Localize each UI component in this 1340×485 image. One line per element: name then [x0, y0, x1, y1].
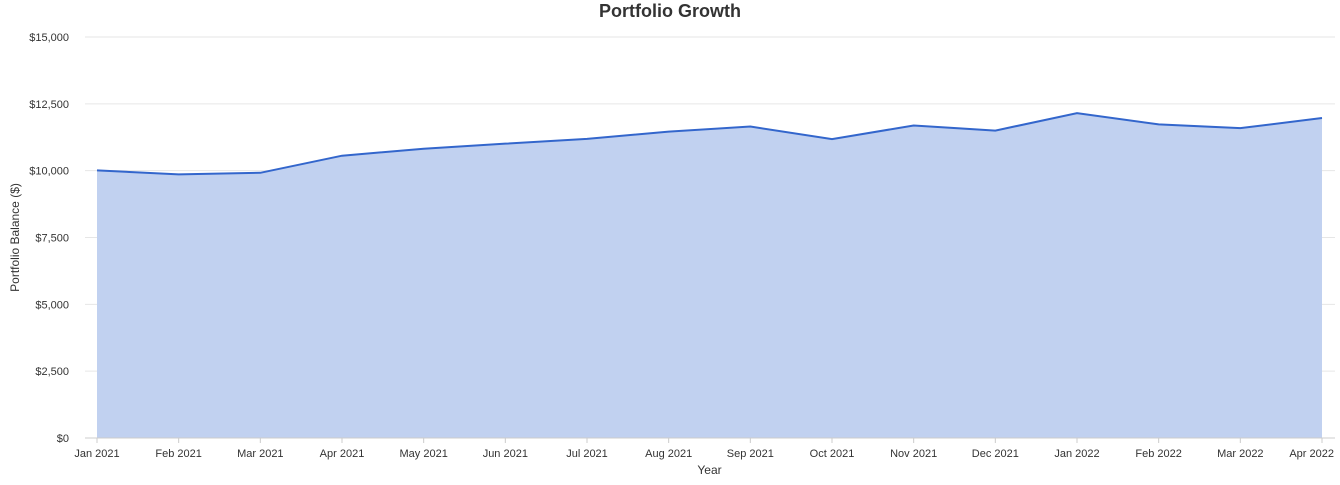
y-tick-label: $7,500 — [35, 233, 69, 245]
y-axis-label: Portfolio Balance ($) — [8, 183, 22, 292]
area-fill — [97, 113, 1322, 438]
x-tick-label: Mar 2021 — [237, 448, 283, 460]
x-tick-label: Oct 2021 — [810, 448, 855, 460]
y-tick-label: $0 — [57, 433, 69, 445]
x-tick-label: Apr 2021 — [320, 448, 365, 460]
x-tick-label: Sep 2021 — [727, 448, 774, 460]
x-tick-label: Mar 2022 — [1217, 448, 1263, 460]
y-tick-label: $15,000 — [29, 32, 69, 44]
x-tick-label: Aug 2021 — [645, 448, 692, 460]
x-tick-label: Jan 2021 — [74, 448, 119, 460]
y-tick-label: $10,000 — [29, 166, 69, 178]
x-tick-label: Feb 2021 — [155, 448, 201, 460]
x-tick-label: Jan 2022 — [1054, 448, 1099, 460]
x-axis-ticks: Jan 2021 Feb 2021 Mar 2021 Apr 2021 May 2021… — [74, 438, 1334, 460]
chart-title: Portfolio Growth — [599, 1, 741, 21]
y-tick-label: $2,500 — [35, 366, 69, 378]
y-tick-label: $12,500 — [29, 99, 69, 111]
x-tick-label: May 2021 — [400, 448, 448, 460]
y-tick-label: $5,000 — [35, 299, 69, 311]
x-tick-label: Feb 2022 — [1135, 448, 1181, 460]
series-line — [96, 112, 1323, 176]
y-axis-ticks: $0 $2,500 $5,000 $7,500 $10,000 $12,500 $15,00… — [29, 32, 69, 445]
x-axis-label: Year — [697, 463, 721, 477]
x-tick-label: Nov 2021 — [890, 448, 937, 460]
x-tick-label: Jun 2021 — [483, 448, 528, 460]
x-tick-label: Apr 2022 — [1289, 448, 1334, 460]
x-tick-label: Jul 2021 — [566, 448, 608, 460]
x-tick-label: Dec 2021 — [972, 448, 1019, 460]
